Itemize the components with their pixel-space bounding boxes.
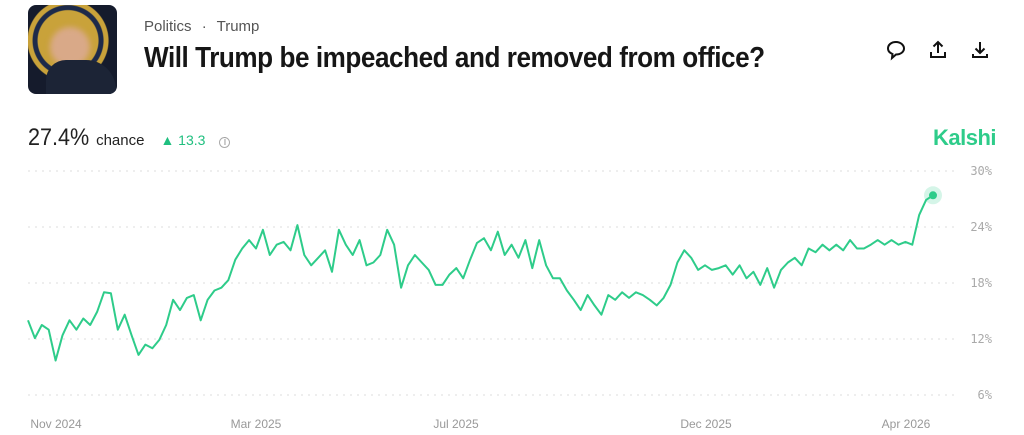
series-line (27, 194, 934, 362)
probability-summary: 27.4% chance ▲ 13.3 i (28, 124, 231, 152)
market-image (28, 5, 117, 94)
probability-value: 27.4% (28, 124, 90, 151)
probability-label: chance (96, 132, 145, 149)
last-point (929, 191, 937, 200)
breadcrumb-politics[interactable]: Politics (144, 18, 192, 35)
x-tick-label: Jul 2025 (433, 417, 479, 431)
x-tick-label: Mar 2025 (231, 417, 282, 431)
kalshi-logo: Kalshi (933, 125, 997, 150)
download-icon[interactable] (968, 38, 992, 62)
change-indicator: ▲ 13.3 (160, 132, 206, 148)
share-icon[interactable] (926, 38, 950, 62)
page-title: Will Trump be impeached and removed from… (144, 42, 765, 74)
y-tick-label: 24% (970, 220, 992, 234)
breadcrumb-separator: · (201, 18, 207, 35)
info-icon[interactable]: i (219, 136, 231, 148)
y-tick-label: 18% (970, 276, 992, 290)
price-chart[interactable]: 30% 24% 18% 12% 6% Nov 2024 Mar 2025 Jul 2025 De… (0, 160, 1024, 435)
x-tick-label: Apr 2026 (882, 417, 931, 431)
breadcrumb-trump[interactable]: Trump (216, 18, 260, 35)
x-tick-label: Nov 2024 (30, 417, 82, 431)
y-tick-label: 30% (970, 164, 992, 178)
x-tick-label: Dec 2025 (680, 417, 732, 431)
y-tick-label: 12% (970, 332, 992, 346)
y-tick-label: 6% (978, 388, 993, 402)
comment-icon[interactable] (884, 38, 908, 62)
breadcrumb: Politics · Trump (144, 18, 259, 35)
